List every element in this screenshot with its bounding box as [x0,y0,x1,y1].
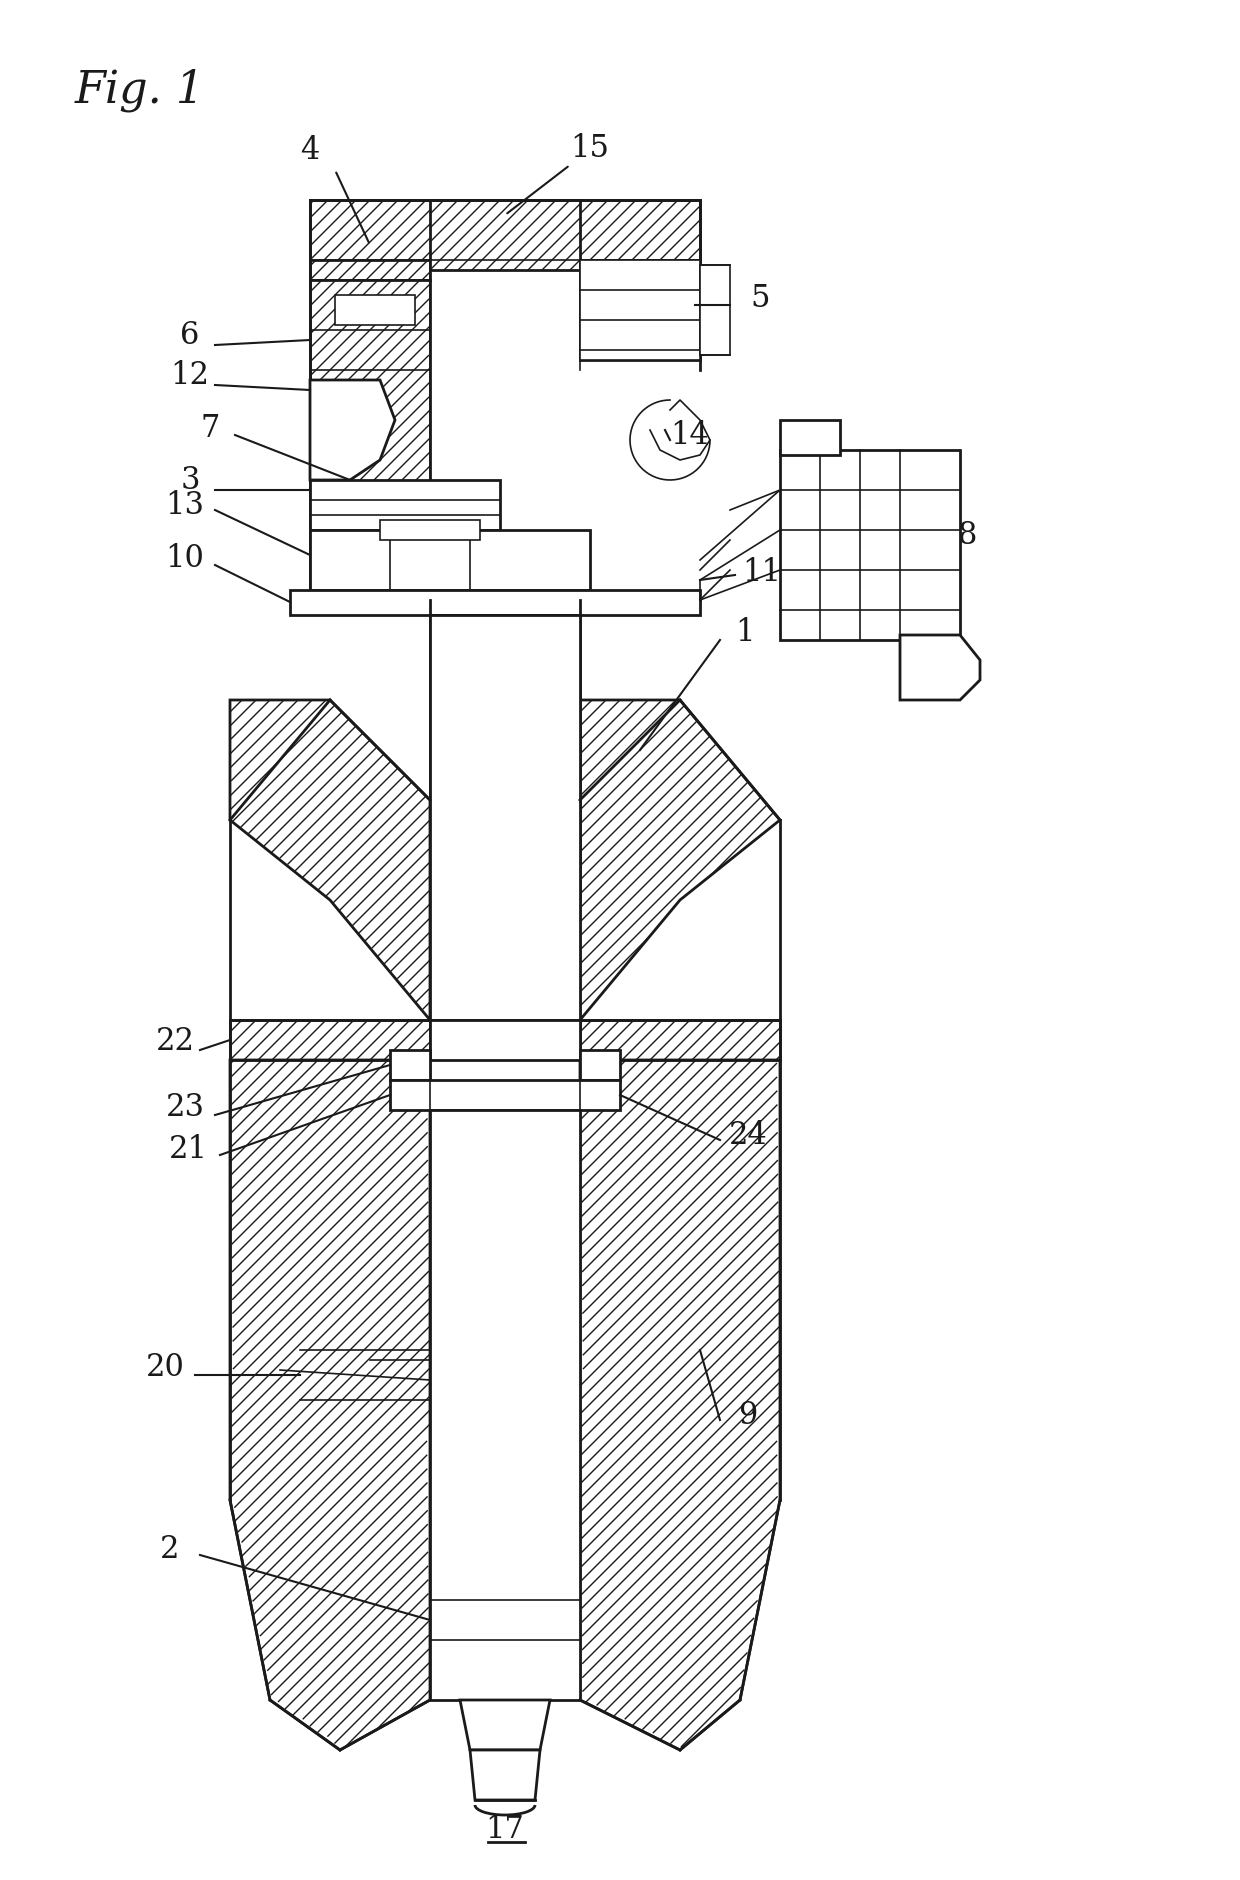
Polygon shape [391,1051,430,1079]
Text: 3: 3 [180,464,200,496]
Text: 12: 12 [171,359,210,391]
PathPatch shape [310,199,701,259]
PathPatch shape [430,199,580,271]
Text: 22: 22 [155,1026,195,1057]
Text: 2: 2 [160,1534,180,1566]
Text: 20: 20 [145,1352,185,1384]
Polygon shape [900,635,980,699]
PathPatch shape [580,699,780,1021]
Text: 23: 23 [165,1092,205,1124]
Polygon shape [580,1051,620,1079]
Polygon shape [701,265,730,355]
Polygon shape [310,380,396,479]
Text: 21: 21 [169,1134,207,1166]
Polygon shape [470,1750,539,1799]
Text: 8: 8 [959,519,977,551]
Polygon shape [379,521,480,540]
Text: 24: 24 [729,1119,768,1151]
PathPatch shape [580,1060,780,1750]
Polygon shape [290,590,701,615]
Text: 13: 13 [165,489,205,521]
Polygon shape [430,1109,580,1700]
Polygon shape [391,1079,620,1109]
Polygon shape [780,419,839,455]
Polygon shape [335,295,415,325]
Polygon shape [580,259,701,359]
PathPatch shape [580,280,701,359]
Polygon shape [430,615,580,1021]
Text: 11: 11 [743,556,781,588]
Text: 1: 1 [735,617,755,647]
PathPatch shape [580,1021,780,1060]
Text: 14: 14 [671,419,709,451]
Text: 7: 7 [201,412,219,444]
PathPatch shape [229,699,430,1021]
Text: 5: 5 [750,282,770,314]
PathPatch shape [310,280,430,600]
Polygon shape [310,479,500,530]
PathPatch shape [229,1060,430,1750]
Text: 4: 4 [300,135,320,165]
PathPatch shape [229,1021,430,1060]
PathPatch shape [580,220,701,280]
Text: 10: 10 [166,543,205,573]
Text: 6: 6 [180,320,200,350]
PathPatch shape [310,220,430,280]
Polygon shape [780,449,960,639]
Text: 15: 15 [570,132,610,164]
Polygon shape [460,1700,551,1750]
Polygon shape [430,1021,580,1060]
Text: 9: 9 [738,1399,758,1431]
Text: 17: 17 [486,1814,525,1846]
Polygon shape [310,530,590,590]
Text: Fig. 1: Fig. 1 [74,68,206,111]
